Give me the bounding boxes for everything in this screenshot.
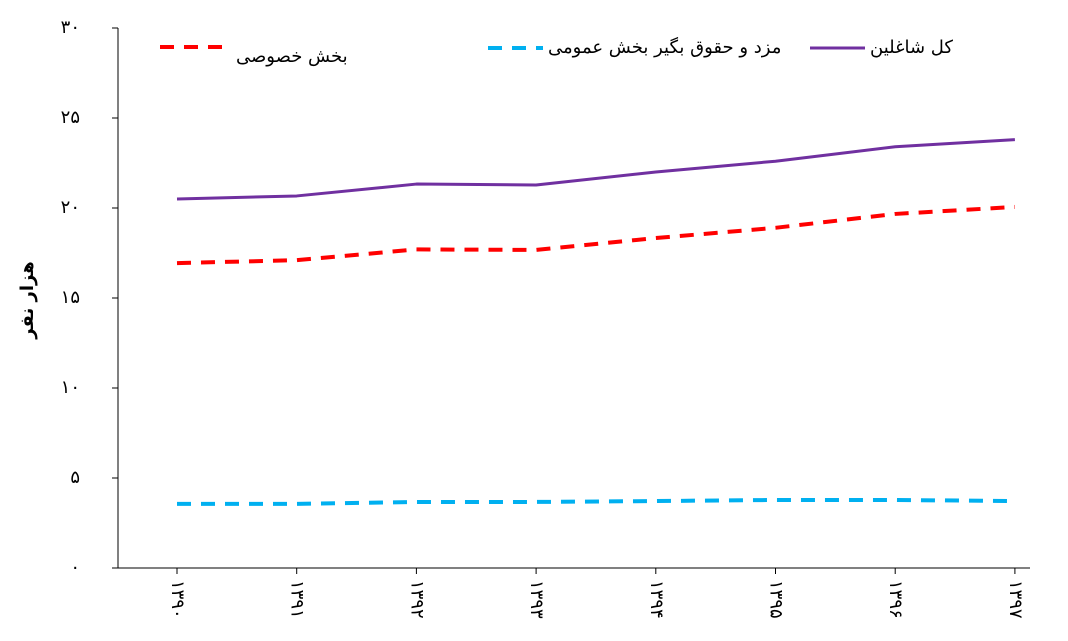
legend-label: مزد و حقوق بگیر بخش عمومی [548,36,781,58]
legend-label: بخش خصوصی [236,46,348,67]
series-line [176,138,1015,201]
x-tick-label: ۱۳۹۲ [406,580,427,619]
y-tick-label: ۱۰ [61,377,80,398]
x-tick-label: ۱۳۹۱ [287,580,308,619]
x-tick-label: ۱۳۹۴ [646,580,667,619]
legend-label: کل شاغلین [870,37,953,58]
y-tick-label: ۰ [70,557,80,578]
y-axis-label: هزار نفر [17,261,38,339]
series-line [177,497,1015,506]
y-tick-label: ۲۵ [61,107,80,128]
x-tick-label: ۱۳۹۶ [885,580,906,619]
x-tick-label: ۱۳۹۰ [167,580,188,619]
x-tick-label: ۱۳۹۵ [766,580,787,619]
y-tick-label: ۵ [70,467,80,488]
x-tick-label: ۱۳۹۳ [526,580,547,619]
series-line [176,204,1016,266]
y-tick-label: ۳۰ [61,17,80,38]
x-tick-label: ۱۳۹۷ [1005,580,1026,619]
y-tick-label: ۲۰ [61,197,80,218]
y-tick-label: ۱۵ [61,287,80,308]
